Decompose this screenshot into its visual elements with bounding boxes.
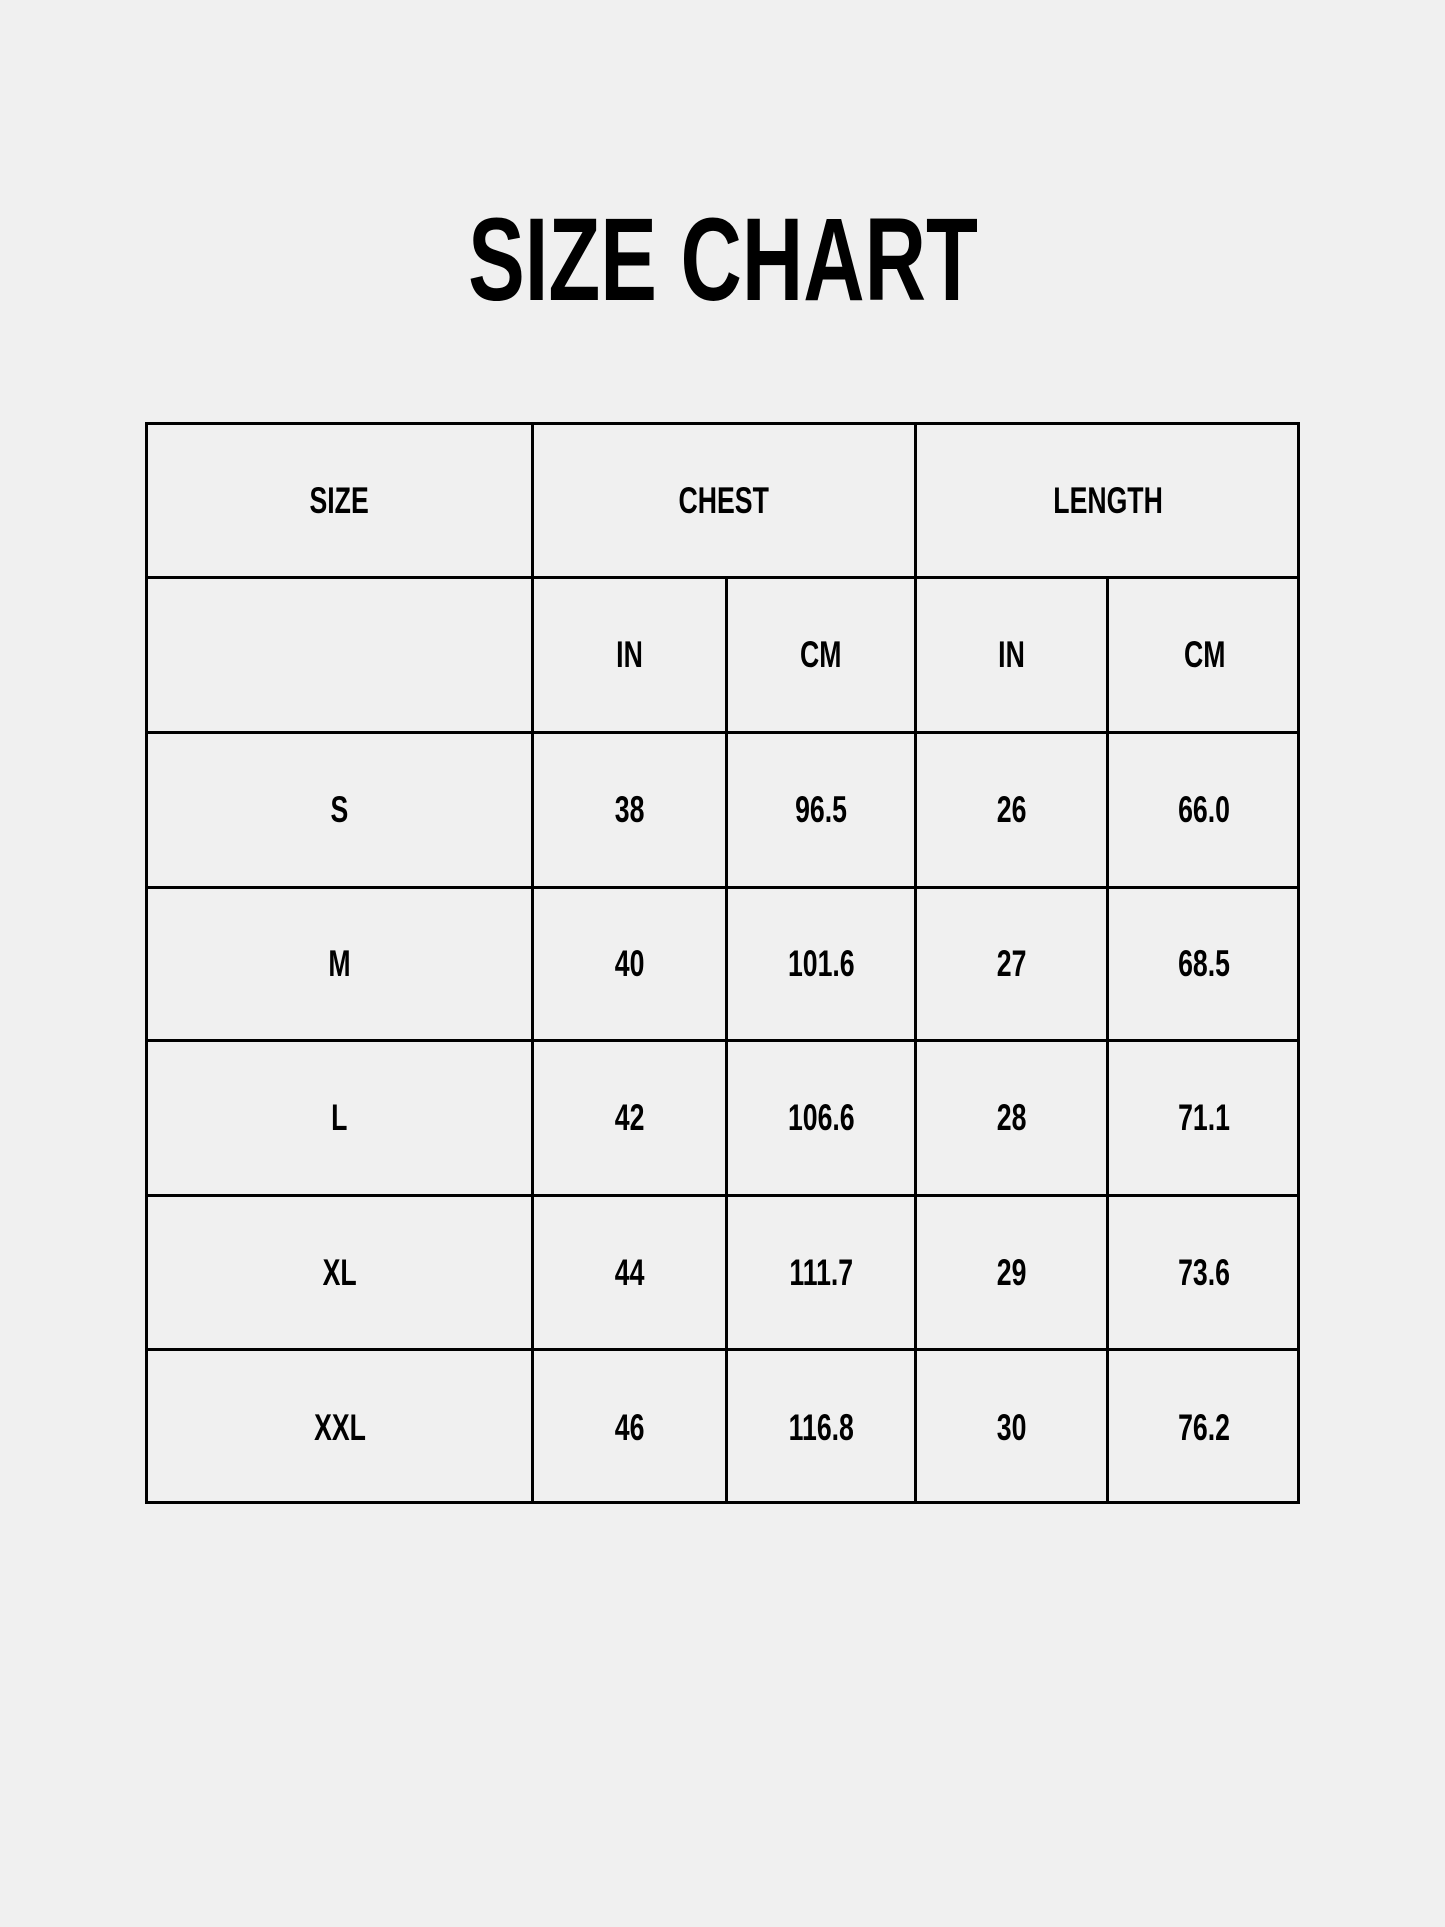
cell-text: 44 [614, 1251, 645, 1293]
size-chart-table: SIZE CHEST LENGTH IN CM IN CM S 38 96.5 26 66.0 M 40 1… [145, 422, 1300, 1504]
cell-text: 68.5 [1178, 943, 1231, 984]
cell-text: CHEST [678, 479, 770, 521]
cell-text: 96.5 [795, 789, 847, 830]
table-cell-length-in: 28 [917, 1042, 1109, 1197]
table-cell-chest-cm: 106.6 [728, 1042, 917, 1197]
cell-text: 76.2 [1178, 1406, 1231, 1448]
subheader-empty [148, 579, 534, 734]
table-cell-chest-cm: 116.8 [728, 1351, 917, 1504]
cell-text: 101.6 [787, 943, 855, 984]
cell-text: SIZE [309, 479, 370, 521]
cell-text: IN [998, 634, 1025, 675]
cell-text: 26 [996, 789, 1027, 830]
table-cell-chest-in: 46 [534, 1351, 728, 1504]
cell-text: S [330, 789, 349, 830]
header-chest: CHEST [534, 425, 917, 579]
cell-text: CM [1183, 634, 1226, 675]
cell-text: L [331, 1097, 348, 1138]
subheader-unit: CM [728, 579, 917, 734]
table-cell-chest-cm: 96.5 [728, 734, 917, 889]
table-cell-chest-in: 42 [534, 1042, 728, 1197]
header-size: SIZE [148, 425, 534, 579]
cell-text: 38 [614, 789, 645, 830]
table-cell-length-cm: 73.6 [1109, 1197, 1300, 1351]
cell-text: 28 [996, 1097, 1027, 1138]
cell-text: 29 [996, 1251, 1027, 1293]
table-cell-length-cm: 71.1 [1109, 1042, 1300, 1197]
table-cell-length-cm: 66.0 [1109, 734, 1300, 889]
cell-text: 27 [996, 943, 1027, 984]
cell-text: LENGTH [1053, 479, 1164, 521]
table-cell-chest-in: 40 [534, 889, 728, 1042]
cell-text: 71.1 [1178, 1097, 1231, 1138]
cell-text: IN [616, 634, 643, 675]
table-cell-chest-in: 44 [534, 1197, 728, 1351]
table-cell-size: M [148, 889, 534, 1042]
table-cell-length-in: 29 [917, 1197, 1109, 1351]
cell-text: 30 [996, 1406, 1027, 1448]
table-cell-length-in: 26 [917, 734, 1109, 889]
cell-text: 116.8 [788, 1406, 854, 1448]
cell-text: 40 [614, 943, 645, 984]
cell-text: 46 [614, 1406, 645, 1448]
table-cell-length-in: 27 [917, 889, 1109, 1042]
cell-text: M [328, 943, 351, 984]
cell-text: CM [800, 634, 842, 675]
cell-text: 73.6 [1178, 1251, 1231, 1293]
cell-text: 111.7 [789, 1251, 853, 1293]
subheader-unit: CM [1109, 579, 1300, 734]
table-cell-size: XXL [148, 1351, 534, 1504]
cell-text: 106.6 [787, 1097, 855, 1138]
table-cell-size: L [148, 1042, 534, 1197]
cell-text: XXL [313, 1406, 366, 1448]
table-cell-chest-cm: 111.7 [728, 1197, 917, 1351]
table-cell-length-in: 30 [917, 1351, 1109, 1504]
table-cell-length-cm: 68.5 [1109, 889, 1300, 1042]
subheader-unit: IN [917, 579, 1109, 734]
subheader-unit: IN [534, 579, 728, 734]
table-cell-chest-in: 38 [534, 734, 728, 889]
header-length: LENGTH [917, 425, 1300, 579]
cell-text: 42 [614, 1097, 645, 1138]
table-cell-chest-cm: 101.6 [728, 889, 917, 1042]
table-cell-size: S [148, 734, 534, 889]
cell-text: 66.0 [1178, 789, 1231, 830]
table-cell-size: XL [148, 1197, 534, 1351]
table-cell-length-cm: 76.2 [1109, 1351, 1300, 1504]
cell-text: XL [322, 1251, 357, 1293]
page-title: SIZE CHART [467, 194, 978, 326]
